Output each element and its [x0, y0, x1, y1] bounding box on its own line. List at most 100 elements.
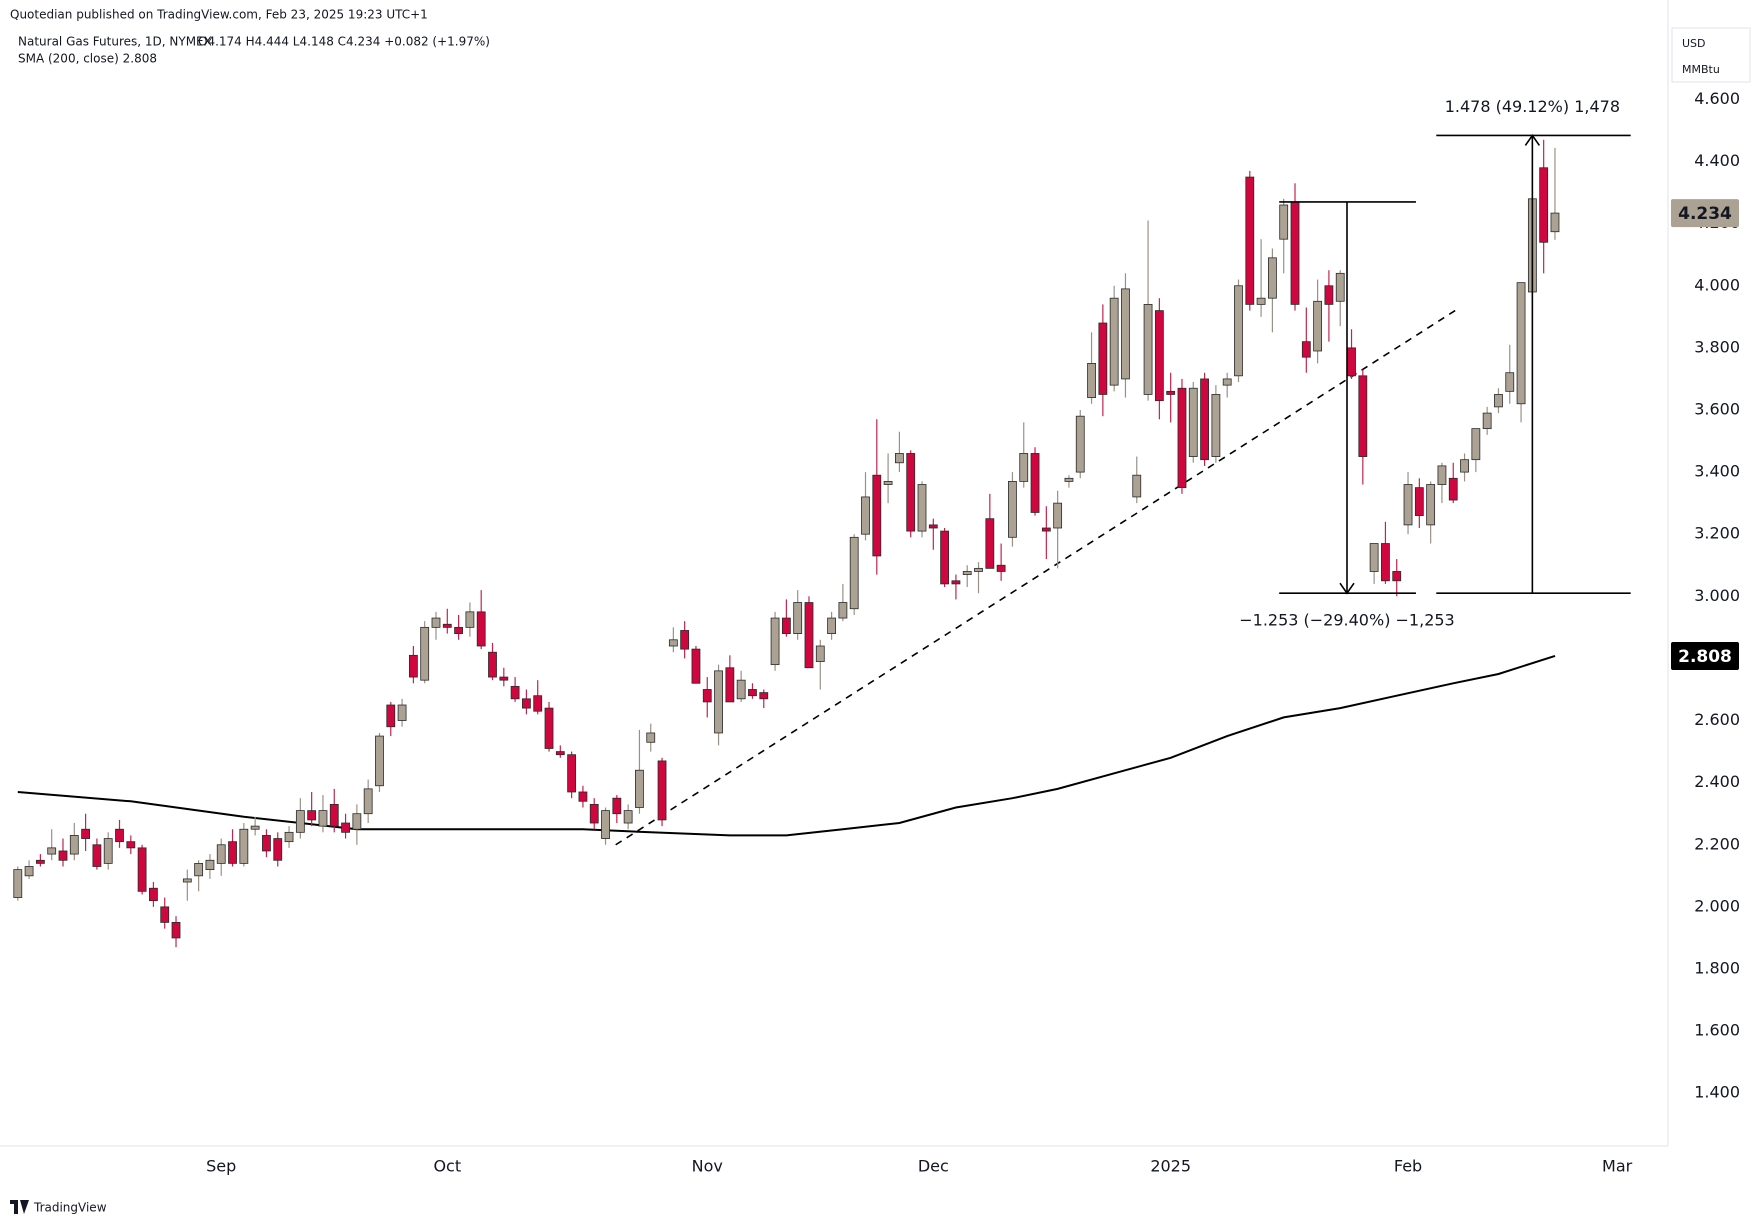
candle-body — [69, 835, 79, 855]
candle-body — [126, 841, 136, 849]
candle-body — [759, 692, 769, 700]
candle-body — [149, 887, 158, 902]
candle-body — [510, 685, 520, 700]
candle-body — [284, 831, 294, 843]
candle-body — [499, 676, 509, 681]
candle-body — [827, 617, 836, 634]
candle-body — [1053, 502, 1063, 529]
candle-body — [567, 754, 577, 793]
candle-body — [420, 626, 430, 681]
candle-body — [81, 828, 90, 839]
candle-body — [58, 850, 68, 861]
x-tick-label: Mar — [1602, 1157, 1633, 1176]
candle-body — [250, 825, 260, 830]
candle-body — [239, 828, 249, 864]
candle-body — [1494, 394, 1503, 408]
candle-body — [273, 838, 283, 861]
candle-body — [962, 571, 972, 575]
candle-body — [1437, 465, 1447, 485]
candle-body — [1222, 378, 1232, 386]
ohlc-readout: O4.174 H4.444 L4.148 C4.234 +0.082 (+1.9… — [198, 35, 490, 49]
y-tick-label: 1.800 — [1694, 958, 1740, 977]
candle-body — [578, 791, 588, 802]
candle-body — [1154, 310, 1164, 402]
candle-body — [329, 803, 339, 827]
candle-body — [748, 689, 757, 697]
candle-body — [1087, 362, 1096, 398]
candle-body — [974, 567, 983, 572]
candle-body — [182, 878, 192, 883]
candle-body — [1008, 481, 1017, 538]
candle-body — [375, 735, 384, 787]
candle-body — [92, 844, 102, 867]
candle-body — [1426, 484, 1436, 526]
candle-body — [657, 760, 667, 821]
candle-body — [442, 623, 452, 628]
candle-body — [194, 862, 204, 877]
candle-body — [804, 602, 814, 669]
candle-body — [1030, 453, 1040, 513]
candle-body — [895, 453, 904, 464]
candle-body — [1290, 201, 1300, 305]
sma-value-label: 2.808 — [1678, 647, 1732, 667]
last-price-label-box — [1671, 199, 1739, 228]
candle-body — [13, 869, 23, 898]
candle-body — [589, 803, 599, 824]
arrow-head — [1524, 134, 1541, 146]
candle-body — [646, 732, 656, 743]
x-tick-label: Nov — [692, 1157, 723, 1176]
candle-body — [47, 847, 57, 855]
y-tick-label: 2.200 — [1694, 834, 1740, 853]
y-tick-label: 3.600 — [1694, 399, 1740, 418]
currency: USD — [1682, 37, 1706, 50]
candle-body — [793, 602, 803, 634]
candle-body — [1256, 297, 1266, 305]
arrow-head — [1339, 582, 1355, 595]
candle-body — [1313, 300, 1323, 352]
candle-body — [1414, 487, 1424, 516]
measure-label: −1.253 (−29.40%) −1,253 — [1239, 611, 1455, 630]
x-tick-label: Feb — [1394, 1157, 1422, 1176]
candle-body — [883, 481, 893, 485]
candle-body — [533, 695, 543, 712]
logo — [10, 1200, 29, 1214]
candle-body — [115, 828, 124, 843]
candle-body — [1516, 282, 1526, 405]
candle-body — [386, 704, 396, 728]
y-tick-label: 3.000 — [1694, 586, 1740, 605]
candle-body — [1200, 378, 1209, 461]
candle-body — [137, 847, 147, 892]
candle-body — [928, 524, 938, 529]
candle-body — [623, 810, 633, 824]
symbol: Natural Gas Futures, 1D, NYMEX — [18, 35, 212, 49]
sma-value-label-box — [1671, 641, 1739, 670]
published-note: Quotedian published on TradingView.com, … — [10, 8, 428, 22]
candle-body — [228, 841, 237, 864]
candle-body — [1166, 390, 1176, 395]
candle-body — [781, 617, 791, 634]
candle-body — [103, 838, 113, 864]
candle-body — [522, 698, 531, 709]
candle-body — [397, 704, 407, 721]
y-tick-label: 2.600 — [1694, 710, 1740, 729]
candle-body — [216, 844, 226, 864]
candle-body — [1188, 387, 1198, 457]
candle-body — [691, 648, 701, 684]
y-tick-label: 3.200 — [1694, 524, 1740, 543]
candle-body — [160, 906, 170, 923]
candle-body — [318, 810, 328, 827]
candle-body — [1448, 477, 1458, 501]
candle-body — [1324, 285, 1334, 305]
candle-body — [205, 859, 215, 871]
candle-body — [1177, 387, 1187, 489]
candle-body — [1211, 394, 1221, 457]
trendline — [615, 306, 1461, 846]
x-tick-label: Dec — [918, 1157, 949, 1176]
last-price-label: 4.234 — [1678, 204, 1732, 224]
candle-body — [1471, 428, 1481, 461]
candle-body — [815, 645, 825, 662]
candle-body — [872, 474, 882, 557]
candle-body — [431, 617, 441, 628]
candle-body — [1460, 459, 1469, 473]
